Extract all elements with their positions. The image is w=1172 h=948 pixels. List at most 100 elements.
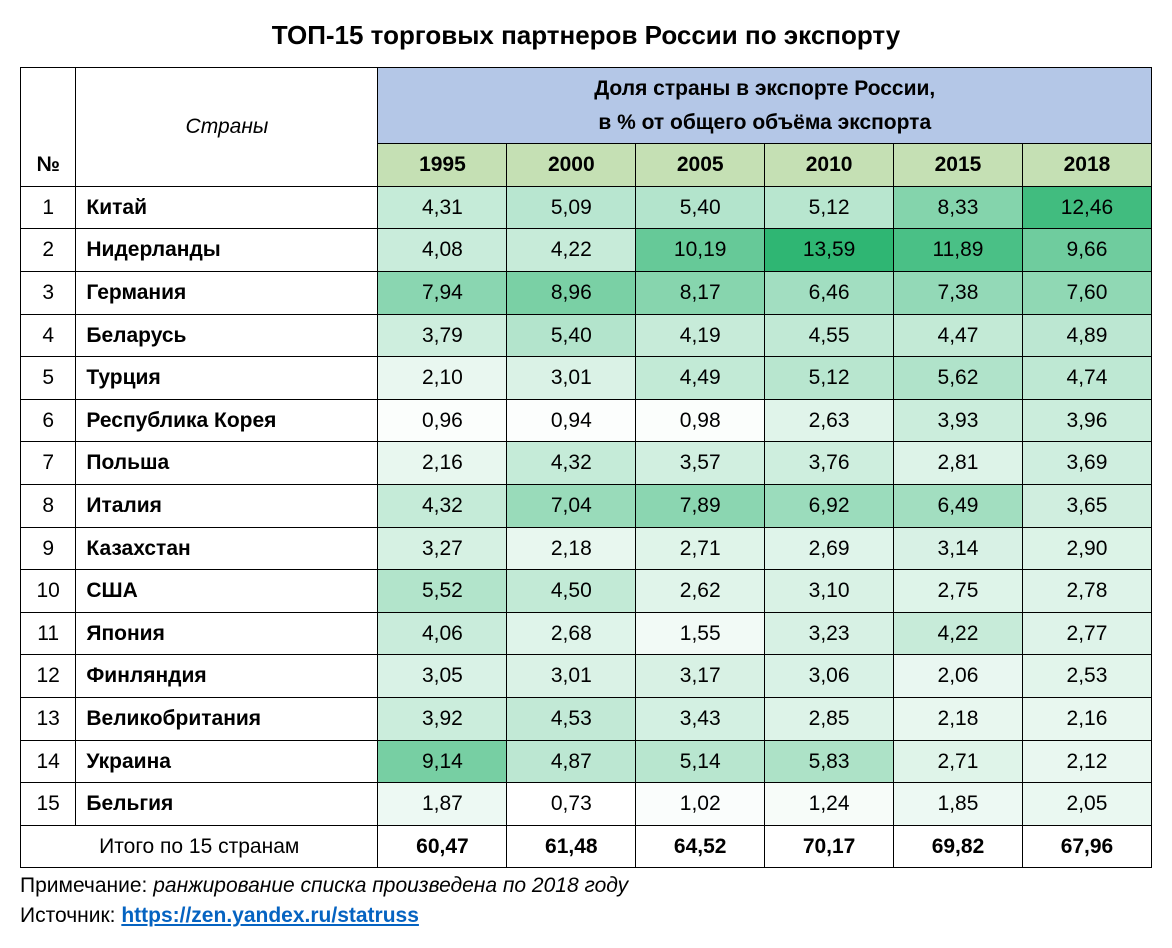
cell-value: 3,17: [636, 655, 765, 698]
cell-value: 0,73: [507, 783, 636, 826]
cell-value: 4,89: [1022, 314, 1151, 357]
cell-value: 0,98: [636, 399, 765, 442]
header-year-2018: 2018: [1022, 144, 1151, 187]
cell-value: 1,24: [765, 783, 894, 826]
cell-value: 2,77: [1022, 612, 1151, 655]
cell-value: 2,06: [894, 655, 1023, 698]
source-prefix: Источник:: [20, 904, 121, 927]
cell-value: 10,19: [636, 229, 765, 272]
cell-value: 2,63: [765, 399, 894, 442]
row-country: Великобритания: [76, 697, 378, 740]
cell-value: 2,05: [1022, 783, 1151, 826]
total-value: 67,96: [1022, 825, 1151, 868]
cell-value: 3,96: [1022, 399, 1151, 442]
page-title: ТОП-15 торговых партнеров России по эксп…: [20, 20, 1152, 51]
cell-value: 7,60: [1022, 271, 1151, 314]
cell-value: 8,96: [507, 271, 636, 314]
cell-value: 5,12: [765, 186, 894, 229]
header-year-2015: 2015: [894, 144, 1023, 187]
cell-value: 4,19: [636, 314, 765, 357]
cell-value: 3,69: [1022, 442, 1151, 485]
row-country: Италия: [76, 484, 378, 527]
row-country: Республика Корея: [76, 399, 378, 442]
cell-value: 7,04: [507, 484, 636, 527]
cell-value: 7,89: [636, 484, 765, 527]
cell-value: 4,32: [378, 484, 507, 527]
cell-value: 3,57: [636, 442, 765, 485]
table-row: 6Республика Корея0,960,940,982,633,933,9…: [21, 399, 1152, 442]
table-row: 13Великобритания3,924,533,432,852,182,16: [21, 697, 1152, 740]
cell-value: 2,16: [378, 442, 507, 485]
cell-value: 2,69: [765, 527, 894, 570]
cell-value: 2,53: [1022, 655, 1151, 698]
row-country: Казахстан: [76, 527, 378, 570]
cell-value: 7,38: [894, 271, 1023, 314]
cell-value: 2,75: [894, 570, 1023, 613]
cell-value: 0,96: [378, 399, 507, 442]
table-row: 9Казахстан3,272,182,712,693,142,90: [21, 527, 1152, 570]
cell-value: 2,71: [636, 527, 765, 570]
row-number: 10: [21, 570, 76, 613]
row-number: 14: [21, 740, 76, 783]
cell-value: 3,06: [765, 655, 894, 698]
row-number: 9: [21, 527, 76, 570]
cell-value: 5,62: [894, 357, 1023, 400]
cell-value: 1,87: [378, 783, 507, 826]
cell-value: 1,55: [636, 612, 765, 655]
cell-value: 2,16: [1022, 697, 1151, 740]
row-country: Турция: [76, 357, 378, 400]
header-year-2005: 2005: [636, 144, 765, 187]
row-number: 7: [21, 442, 76, 485]
cell-value: 5,09: [507, 186, 636, 229]
total-row: Итого по 15 странам60,4761,4864,5270,176…: [21, 825, 1152, 868]
table-row: 8Италия4,327,047,896,926,493,65: [21, 484, 1152, 527]
cell-value: 4,47: [894, 314, 1023, 357]
cell-value: 12,46: [1022, 186, 1151, 229]
table-row: 3Германия7,948,968,176,467,387,60: [21, 271, 1152, 314]
row-number: 6: [21, 399, 76, 442]
cell-value: 2,62: [636, 570, 765, 613]
cell-value: 3,43: [636, 697, 765, 740]
cell-value: 2,10: [378, 357, 507, 400]
table-row: 12Финляндия3,053,013,173,062,062,53: [21, 655, 1152, 698]
header-super-line1: Доля страны в экспорте России,: [594, 77, 935, 100]
table-row: 1Китай4,315,095,405,128,3312,46: [21, 186, 1152, 229]
total-value: 61,48: [507, 825, 636, 868]
cell-value: 9,66: [1022, 229, 1151, 272]
cell-value: 4,08: [378, 229, 507, 272]
row-number: 12: [21, 655, 76, 698]
header-year-2000: 2000: [507, 144, 636, 187]
cell-value: 3,10: [765, 570, 894, 613]
cell-value: 11,89: [894, 229, 1023, 272]
table-row: 15Бельгия1,870,731,021,241,852,05: [21, 783, 1152, 826]
cell-value: 5,14: [636, 740, 765, 783]
cell-value: 0,94: [507, 399, 636, 442]
cell-value: 2,18: [894, 697, 1023, 740]
cell-value: 4,74: [1022, 357, 1151, 400]
cell-value: 4,31: [378, 186, 507, 229]
cell-value: 2,78: [1022, 570, 1151, 613]
cell-value: 3,65: [1022, 484, 1151, 527]
cell-value: 5,40: [507, 314, 636, 357]
row-country: Германия: [76, 271, 378, 314]
table-row: 2Нидерланды4,084,2210,1913,5911,899,66: [21, 229, 1152, 272]
row-number: 13: [21, 697, 76, 740]
cell-value: 2,71: [894, 740, 1023, 783]
cell-value: 3,14: [894, 527, 1023, 570]
total-value: 60,47: [378, 825, 507, 868]
cell-value: 3,92: [378, 697, 507, 740]
cell-value: 2,12: [1022, 740, 1151, 783]
cell-value: 5,83: [765, 740, 894, 783]
row-country: Нидерланды: [76, 229, 378, 272]
row-country: Китай: [76, 186, 378, 229]
cell-value: 4,32: [507, 442, 636, 485]
total-label: Итого по 15 странам: [21, 825, 378, 868]
note: Примечание: ранжирование списка произвед…: [20, 874, 1152, 898]
table-row: 4Беларусь3,795,404,194,554,474,89: [21, 314, 1152, 357]
source-link[interactable]: https://zen.yandex.ru/statruss: [121, 904, 419, 927]
header-number: №: [21, 68, 76, 187]
note-prefix: Примечание:: [20, 874, 153, 897]
total-value: 64,52: [636, 825, 765, 868]
source: Источник: https://zen.yandex.ru/statruss: [20, 904, 1152, 928]
cell-value: 3,79: [378, 314, 507, 357]
